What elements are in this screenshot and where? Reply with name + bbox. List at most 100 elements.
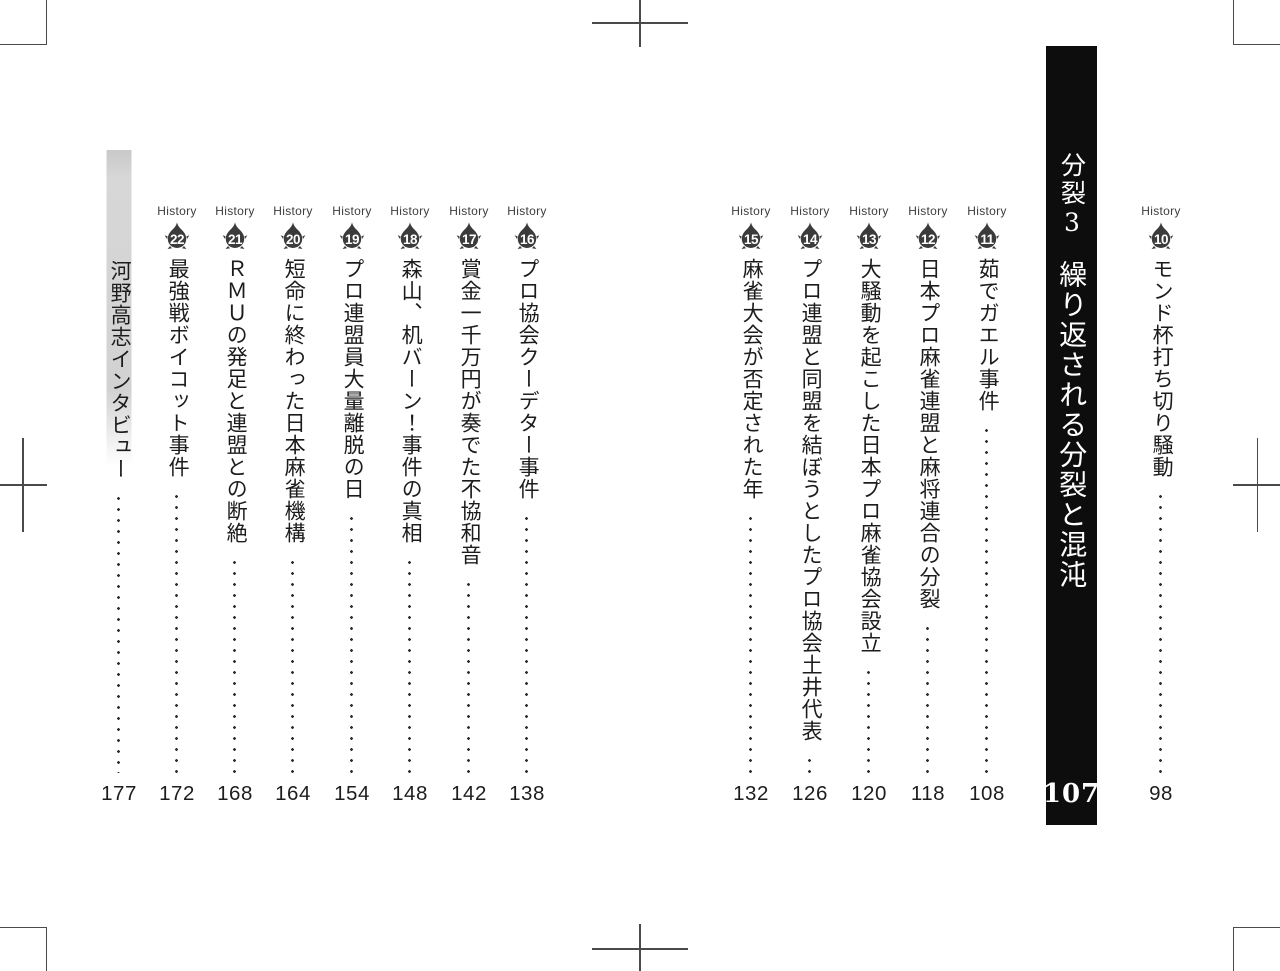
- toc-entry-history-17: History 17 賞金一千万円が奏でた不協和音 142: [440, 203, 498, 807]
- entry-title: プロ連盟と同盟を結ぼうとしたプロ協会土井代表: [799, 258, 823, 742]
- dot-leader: [525, 513, 529, 773]
- entry-page-number: 118: [910, 782, 946, 805]
- flame-icon: 16: [510, 221, 544, 252]
- history-number: 17: [461, 232, 477, 247]
- entry-page-number: 98: [1149, 782, 1173, 805]
- register-mark-top-center: [592, 0, 688, 47]
- toc-entry-history-10: History 10 モンド杯打ち切り騒動 98: [1132, 203, 1190, 807]
- toc-entry-interview: 河野高志インタビュー 177: [90, 150, 148, 807]
- entry-page-number: 132: [733, 782, 769, 805]
- toc-entry-history-22: History 22 最強戦ボイコット事件 172: [148, 203, 206, 807]
- flame-icon: 11: [970, 221, 1004, 252]
- history-label: History: [157, 204, 197, 218]
- entry-page-number: 164: [275, 782, 311, 805]
- entry-page-number: 138: [509, 782, 545, 805]
- history-number: 13: [861, 232, 877, 247]
- entry-title: ＲＭＵの発足と連盟との断絶: [224, 258, 248, 544]
- dot-leader: [408, 557, 412, 773]
- history-number: 18: [402, 232, 418, 247]
- toc-entry-history-18: History 18 森山、机バーン！事件の真相 148: [381, 203, 439, 807]
- history-number: 21: [227, 232, 243, 247]
- flame-icon: 13: [852, 221, 886, 252]
- entry-page-number: 108: [969, 782, 1005, 805]
- flame-icon: 17: [452, 221, 486, 252]
- history-number: 11: [980, 232, 994, 247]
- toc-entry-history-13: History 13 大騒動を起こした日本プロ麻雀協会設立 120: [840, 203, 898, 807]
- entry-title: 短命に終わった日本麻雀機構: [282, 258, 306, 544]
- history-label: History: [967, 204, 1007, 218]
- toc-entry-history-16: History 16 プロ協会クーデター事件 138: [498, 203, 556, 807]
- history-label: History: [790, 204, 830, 218]
- entry-page-number: 154: [334, 782, 370, 805]
- dot-leader: [749, 513, 753, 773]
- dot-leader: [1159, 491, 1163, 773]
- dot-leader: [291, 557, 295, 773]
- toc-entry-history-20: History 20 短命に終わった日本麻雀機構 164: [264, 203, 322, 807]
- entry-title: 日本プロ麻雀連盟と麻将連合の分裂: [917, 258, 941, 610]
- history-label: History: [908, 204, 948, 218]
- history-label: History: [731, 204, 771, 218]
- section-page-number: 107: [1042, 779, 1101, 809]
- entry-page-number: 168: [217, 782, 253, 805]
- dot-leader: [985, 425, 989, 773]
- toc-entry-history-11: History 11 茹でガエル事件 108: [958, 203, 1016, 807]
- history-label: History: [849, 204, 889, 218]
- history-label: History: [449, 204, 489, 218]
- dot-leader: [867, 667, 871, 773]
- dot-leader: [117, 493, 121, 773]
- crop-mark-bottom-right: [1233, 927, 1280, 971]
- entry-title: 茹でガエル事件: [976, 258, 1000, 412]
- history-number: 16: [519, 232, 535, 247]
- flame-icon: 22: [160, 221, 194, 252]
- entry-title: プロ連盟員大量離脱の日: [341, 258, 365, 500]
- toc-entry-history-12: History 12 日本プロ麻雀連盟と麻将連合の分裂 118: [899, 203, 957, 807]
- interview-highlight-bar: [106, 150, 132, 466]
- entry-title: 森山、机バーン！事件の真相: [399, 258, 423, 544]
- entry-title: 最強戦ボイコット事件: [166, 258, 190, 478]
- flame-icon: 12: [911, 221, 945, 252]
- entry-title: 賞金一千万円が奏でた不協和音: [458, 258, 482, 566]
- entry-title: 麻雀大会が否定された年: [740, 258, 764, 500]
- crop-mark-top-right: [1233, 0, 1280, 45]
- register-mark-bottom-center: [592, 924, 688, 971]
- dot-leader: [467, 579, 471, 773]
- entry-page-number: 120: [851, 782, 887, 805]
- crop-mark-bottom-left: [0, 927, 47, 971]
- dot-leader: [808, 755, 812, 773]
- section-title: 繰り返される分裂と混沌: [1055, 260, 1089, 590]
- dot-leader: [233, 557, 237, 773]
- section-divider-bar: 分裂3 繰り返される分裂と混沌 107: [1042, 46, 1101, 825]
- flame-icon: 14: [793, 221, 827, 252]
- flame-icon: 18: [393, 221, 427, 252]
- entry-title: プロ協会クーデター事件: [516, 258, 540, 500]
- entry-title: モンド杯打ち切り騒動: [1150, 258, 1174, 478]
- flame-icon: 10: [1144, 221, 1178, 252]
- history-label: History: [1141, 204, 1181, 218]
- entry-title: 大騒動を起こした日本プロ麻雀協会設立: [858, 258, 882, 654]
- entry-page-number: 142: [451, 782, 487, 805]
- interview-title: 河野高志インタビュー: [108, 260, 132, 480]
- section-part-label: 分裂3: [1057, 152, 1087, 240]
- flame-icon: 19: [335, 221, 369, 252]
- entry-page-number: 172: [159, 782, 195, 805]
- history-label: History: [507, 204, 547, 218]
- toc-entry-history-19: History 19 プロ連盟員大量離脱の日 154: [323, 203, 381, 807]
- dot-leader: [926, 623, 930, 773]
- history-label: History: [332, 204, 372, 218]
- history-label: History: [215, 204, 255, 218]
- history-label: History: [273, 204, 313, 218]
- history-number: 15: [743, 232, 759, 247]
- entry-page-number: 148: [392, 782, 428, 805]
- register-mark-left-center: [0, 438, 47, 532]
- crop-mark-top-left: [0, 0, 47, 45]
- toc-entry-history-14: History 14 プロ連盟と同盟を結ぼうとしたプロ協会土井代表 126: [781, 203, 839, 807]
- history-label: History: [390, 204, 430, 218]
- history-number: 14: [802, 232, 818, 247]
- entry-page-number: 177: [101, 782, 137, 805]
- dot-leader: [175, 491, 179, 773]
- history-number: 19: [344, 232, 360, 247]
- toc-entry-history-21: History 21 ＲＭＵの発足と連盟との断絶 168: [206, 203, 264, 807]
- toc-entry-history-15: History 15 麻雀大会が否定された年 132: [722, 203, 780, 807]
- history-number: 10: [1153, 232, 1169, 247]
